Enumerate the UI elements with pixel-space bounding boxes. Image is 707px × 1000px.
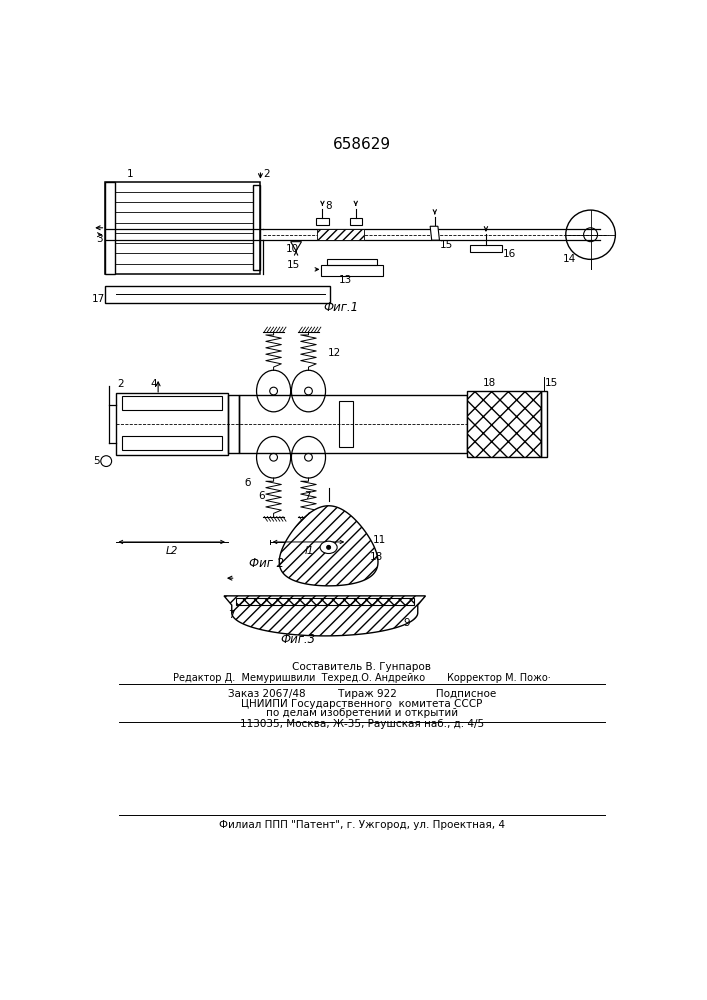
Text: 15: 15 <box>545 378 558 388</box>
Text: 11: 11 <box>373 535 386 545</box>
Polygon shape <box>291 242 301 251</box>
Bar <box>321 265 383 276</box>
Text: L2: L2 <box>165 546 178 556</box>
Text: 12: 12 <box>328 348 341 358</box>
Bar <box>235 598 414 605</box>
Text: 10: 10 <box>286 244 299 254</box>
Text: 658629: 658629 <box>333 137 391 152</box>
Text: 8: 8 <box>325 201 332 211</box>
Bar <box>122 396 222 410</box>
Bar <box>115 393 228 455</box>
Bar <box>541 391 547 457</box>
Bar <box>228 395 239 453</box>
Bar <box>105 182 260 274</box>
Text: 16: 16 <box>503 249 516 259</box>
Text: Составитель В. Гунпаров: Составитель В. Гунпаров <box>293 662 431 672</box>
Text: б: б <box>244 478 250 488</box>
Text: 2: 2 <box>117 379 124 389</box>
Text: Филиал ППП "Патент", г. Ужгород, ул. Проектная, 4: Филиал ППП "Патент", г. Ужгород, ул. Про… <box>219 820 505 830</box>
Bar <box>105 286 330 303</box>
Text: по делам изобретений и открытий: по делам изобретений и открытий <box>266 708 458 718</box>
Text: 18: 18 <box>370 552 383 562</box>
Circle shape <box>327 545 331 549</box>
Bar <box>349 218 362 225</box>
Text: 14: 14 <box>563 254 576 264</box>
Text: 18: 18 <box>483 378 496 388</box>
Text: 6: 6 <box>258 491 264 501</box>
Text: 7: 7 <box>305 491 311 501</box>
Text: 13: 13 <box>339 275 352 285</box>
Text: 3: 3 <box>96 234 103 244</box>
Bar <box>339 401 354 447</box>
Bar <box>122 436 222 450</box>
Text: Фиг.3: Фиг.3 <box>280 633 315 646</box>
Text: 7: 7 <box>228 610 235 620</box>
Text: 4: 4 <box>151 379 157 389</box>
Polygon shape <box>317 229 363 240</box>
Text: Фиг.1: Фиг.1 <box>323 301 358 314</box>
Text: 15: 15 <box>440 240 452 250</box>
Bar <box>469 245 502 252</box>
Text: 5: 5 <box>93 456 100 466</box>
Text: Заказ 2067/48          Тираж 922            Подписное: Заказ 2067/48 Тираж 922 Подписное <box>228 689 496 699</box>
Text: Редактор Д.  Мемуришвили  Техред.О. Андрейко       Корректор М. Пожо·: Редактор Д. Мемуришвили Техред.О. Андрей… <box>173 673 551 683</box>
Polygon shape <box>430 226 440 240</box>
Bar <box>316 218 329 225</box>
Polygon shape <box>279 506 378 586</box>
Text: Фиг 2: Фиг 2 <box>249 557 284 570</box>
Bar <box>327 259 378 265</box>
Bar <box>252 185 260 270</box>
Polygon shape <box>224 596 426 636</box>
Text: 2: 2 <box>264 169 270 179</box>
Bar <box>467 391 541 457</box>
Text: 9: 9 <box>404 618 411 628</box>
Text: 15: 15 <box>287 260 300 270</box>
Text: ЦНИИПИ Государственного  комитета СССР: ЦНИИПИ Государственного комитета СССР <box>241 699 483 709</box>
Text: 113035, Москва, Ж-35, Раушская наб., д. 4/5: 113035, Москва, Ж-35, Раушская наб., д. … <box>240 719 484 729</box>
Text: 17: 17 <box>92 294 105 304</box>
Text: 1: 1 <box>127 169 134 179</box>
Bar <box>239 395 467 453</box>
Bar <box>105 182 115 274</box>
Ellipse shape <box>320 541 337 554</box>
Text: l1: l1 <box>304 546 314 556</box>
